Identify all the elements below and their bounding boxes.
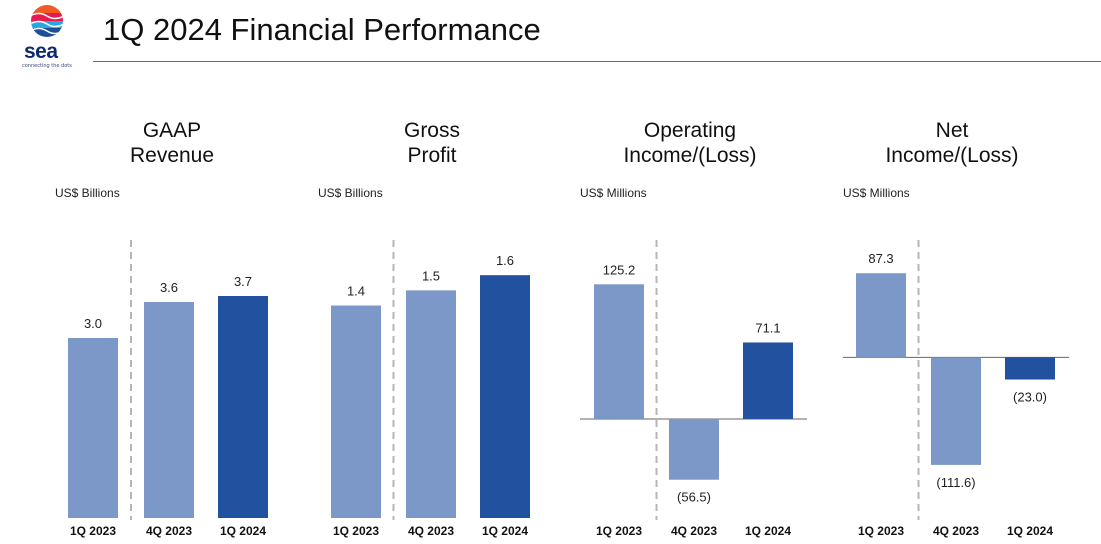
data-label: 3.7 xyxy=(234,274,252,289)
data-label: 1.6 xyxy=(496,253,514,268)
data-label: 3.6 xyxy=(160,280,178,295)
bar xyxy=(218,296,268,518)
data-label: 1.5 xyxy=(422,268,440,283)
chart-title-line: Net xyxy=(936,119,969,142)
category-label: 1Q 2024 xyxy=(745,524,791,538)
bar xyxy=(856,273,906,358)
category-label: 1Q 2023 xyxy=(333,524,379,538)
chart-title-line: Operating xyxy=(644,119,736,142)
bar xyxy=(144,302,194,518)
page-title: 1Q 2024 Financial Performance xyxy=(103,12,541,47)
data-label: 3.0 xyxy=(84,316,102,331)
bar xyxy=(68,338,118,518)
header-divider xyxy=(93,61,1101,62)
data-label: 1.4 xyxy=(347,284,365,299)
bar xyxy=(669,418,719,480)
category-label: 4Q 2023 xyxy=(933,524,979,538)
bar xyxy=(331,305,381,518)
category-label: 1Q 2023 xyxy=(858,524,904,538)
chart-title-line: GAAP xyxy=(143,119,201,142)
chart-title-line: Income/(Loss) xyxy=(885,144,1018,167)
data-label: 87.3 xyxy=(868,251,893,266)
chart-title-line: Income/(Loss) xyxy=(623,144,756,167)
data-label: (56.5) xyxy=(677,490,711,505)
category-label: 1Q 2023 xyxy=(596,524,642,538)
slide-header: sea connecting the dots 1Q 2024 Financia… xyxy=(0,0,1101,69)
chart-title-line: Profit xyxy=(407,144,456,167)
unit-label: US$ Billions xyxy=(55,186,120,200)
category-label: 4Q 2023 xyxy=(408,524,454,538)
sea-logo-icon xyxy=(31,5,63,37)
chart-title-line: Gross xyxy=(404,119,460,142)
unit-label: US$ Millions xyxy=(580,186,647,200)
data-label: 71.1 xyxy=(755,320,780,335)
category-label: 1Q 2023 xyxy=(70,524,116,538)
chart-title-line: Revenue xyxy=(130,144,214,167)
category-label: 4Q 2023 xyxy=(671,524,717,538)
sea-logo: sea connecting the dots xyxy=(20,4,76,69)
bar xyxy=(594,284,644,419)
bar xyxy=(480,275,530,518)
category-label: 4Q 2023 xyxy=(146,524,192,538)
logo-tagline: connecting the dots xyxy=(22,63,72,69)
bar xyxy=(931,357,981,465)
bar xyxy=(743,342,793,419)
unit-label: US$ Billions xyxy=(318,186,383,200)
data-label: (111.6) xyxy=(936,475,975,490)
category-label: 1Q 2024 xyxy=(1007,524,1053,538)
logo-wordmark: sea xyxy=(24,40,58,63)
data-label: (23.0) xyxy=(1013,390,1047,405)
bar xyxy=(1005,357,1055,380)
data-label: 125.2 xyxy=(603,262,636,277)
unit-label: US$ Millions xyxy=(843,186,910,200)
bar xyxy=(406,290,456,518)
category-label: 1Q 2024 xyxy=(482,524,528,538)
category-label: 1Q 2024 xyxy=(220,524,266,538)
